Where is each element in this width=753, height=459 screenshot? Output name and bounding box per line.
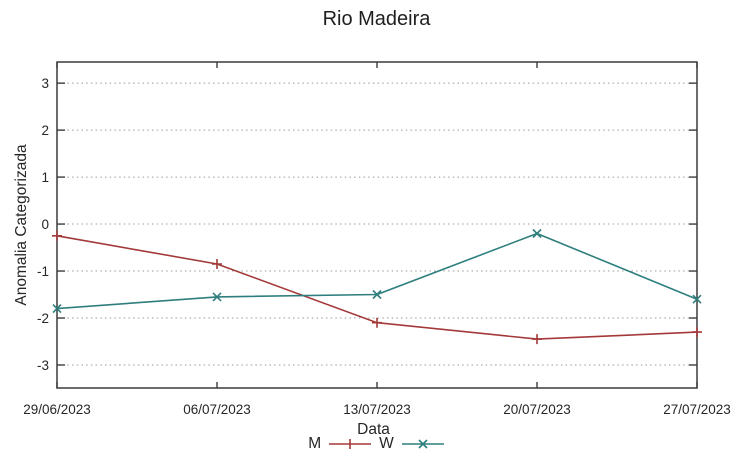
legend-label-W: W: [379, 435, 394, 452]
legend-label-M: M: [308, 435, 322, 452]
y-tick-label: -1: [37, 264, 49, 279]
legend-sample-M: [329, 439, 372, 449]
y-tick-label: 0: [41, 217, 49, 232]
y-tick-label: 2: [41, 123, 49, 138]
y-tick-label: -2: [37, 311, 49, 326]
chart-title: Rio Madeira: [322, 8, 431, 30]
x-tick-label: 13/07/2023: [343, 402, 411, 417]
legend-sample-line-M: [329, 439, 372, 449]
y-axis-title: Anomalia Categorizada: [13, 144, 30, 306]
x-axis-title: Data: [357, 421, 390, 438]
series-markers-M: [52, 230, 702, 345]
y-tick-label: 3: [41, 76, 49, 91]
plot-border: [56, 61, 698, 389]
x-tick-label: 20/07/2023: [503, 402, 571, 417]
legend-sample-W: [401, 439, 444, 449]
y-tick-label: 1: [41, 170, 49, 185]
x-tick-label: 27/07/2023: [663, 402, 731, 417]
series-markers-W: [52, 228, 702, 314]
x-tick-label: 29/06/2023: [23, 402, 91, 417]
x-tick-label: 06/07/2023: [183, 402, 251, 417]
legend-sample-line-W: [401, 439, 444, 449]
y-tick-label: -3: [37, 358, 49, 373]
